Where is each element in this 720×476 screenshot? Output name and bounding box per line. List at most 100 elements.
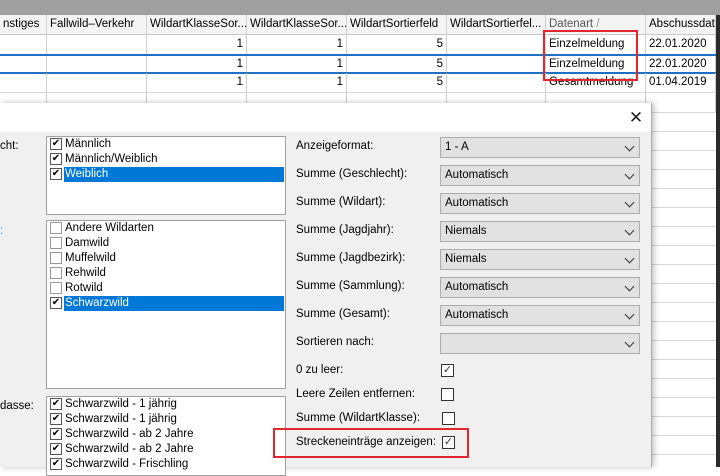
close-icon[interactable]: ✕ bbox=[628, 108, 644, 127]
checkbox-unchecked-icon[interactable] bbox=[50, 222, 62, 234]
combo-label: Summe (Sammlung): bbox=[296, 280, 405, 292]
chevron-down-icon bbox=[624, 197, 635, 208]
list-item[interactable]: ✔ Schwarzwild - ab 2 Jahre bbox=[50, 428, 194, 440]
combo-label: Summe (Jagdjahr): bbox=[296, 224, 394, 236]
list-item[interactable]: Damwild bbox=[47, 236, 285, 251]
combo-select[interactable]: Automatisch bbox=[440, 277, 640, 298]
combo-label: Summe (Gesamt): bbox=[296, 308, 390, 320]
label-wildart[interactable]: : bbox=[0, 225, 4, 237]
table-cell: 1 bbox=[247, 35, 347, 54]
grid-line bbox=[652, 226, 716, 227]
grid-line bbox=[652, 359, 716, 360]
chevron-down-icon bbox=[624, 337, 635, 348]
vertical-scrollbar[interactable] bbox=[716, 15, 720, 467]
combo-select[interactable]: Automatisch bbox=[440, 305, 640, 326]
grid-line bbox=[652, 454, 716, 455]
table-cell: 1 bbox=[147, 73, 247, 92]
combo-select[interactable]: Automatisch bbox=[440, 165, 640, 186]
grid-line bbox=[652, 397, 716, 398]
checkbox-checked-icon[interactable]: ✔ bbox=[50, 443, 62, 455]
combo-select[interactable] bbox=[440, 333, 640, 354]
chevron-down-icon bbox=[624, 253, 635, 264]
table-cell bbox=[47, 93, 147, 112]
checkbox-checked-icon[interactable]: ✔ bbox=[50, 398, 62, 410]
table-cell: 1 bbox=[247, 73, 347, 92]
dialog-title-bar: ✕ bbox=[0, 103, 651, 132]
checkbox-unchecked-icon[interactable] bbox=[50, 237, 62, 249]
checkbox-unchecked[interactable] bbox=[442, 412, 455, 425]
combo-select[interactable]: Niemals bbox=[440, 221, 640, 242]
grid-line bbox=[652, 340, 716, 341]
list-item[interactable]: Rotwild bbox=[47, 281, 285, 296]
column-header[interactable]: nstiges bbox=[0, 15, 47, 34]
checkbox-unchecked-icon[interactable] bbox=[50, 267, 62, 279]
grid-line bbox=[652, 321, 716, 322]
chevron-down-icon bbox=[624, 281, 635, 292]
grid-line bbox=[652, 207, 716, 208]
checkbox-unchecked-icon[interactable] bbox=[50, 252, 62, 264]
table-cell bbox=[347, 93, 447, 112]
table-cell bbox=[247, 93, 347, 112]
checkbox-label: Streckeneinträge anzeigen: bbox=[296, 436, 437, 448]
list-item[interactable]: ✔ Schwarzwild - 1 jährig bbox=[50, 398, 177, 410]
column-header[interactable]: WildartSortierfel... bbox=[447, 15, 546, 34]
grid-line bbox=[652, 169, 716, 170]
table-cell bbox=[0, 56, 47, 72]
grid-line bbox=[652, 283, 716, 284]
list-item[interactable]: Muffelwild bbox=[47, 251, 285, 266]
grid-line bbox=[652, 302, 716, 303]
chevron-down-icon bbox=[624, 309, 635, 320]
wildart-listbox[interactable]: Andere Wildarten Damwild Muffelwild Rehwild… bbox=[46, 220, 286, 389]
checkbox-checked[interactable]: ✓ bbox=[441, 364, 454, 377]
chevron-down-icon bbox=[624, 225, 635, 236]
list-item[interactable]: ✔ Weiblich bbox=[47, 167, 285, 182]
column-header[interactable]: WildartKlasseSor... bbox=[247, 15, 347, 34]
table-cell bbox=[447, 56, 546, 72]
combo-label: Summe (Geschlecht): bbox=[296, 168, 408, 180]
table-cell: Einzelmeldung bbox=[546, 35, 646, 54]
list-item[interactable]: ✔ Schwarzwild - 1 jährig bbox=[50, 413, 177, 425]
list-item[interactable]: ✔ Schwarzwild - Frischling bbox=[50, 458, 189, 470]
checkbox-checked-icon[interactable]: ✔ bbox=[50, 297, 62, 309]
table-cell bbox=[0, 35, 47, 54]
list-item[interactable]: ✔ Schwarzwild bbox=[47, 296, 285, 311]
combo-label: Sortieren nach: bbox=[296, 336, 374, 348]
table-cell: 5 bbox=[347, 35, 447, 54]
checkbox-checked-icon[interactable]: ✔ bbox=[50, 153, 62, 165]
checkbox-checked-icon[interactable]: ✔ bbox=[50, 138, 62, 150]
list-item[interactable]: ✔ Männlich bbox=[50, 138, 112, 150]
checkbox-checked[interactable]: ✓ bbox=[442, 436, 455, 449]
column-header[interactable]: WildartSortierfeld bbox=[347, 15, 447, 34]
list-item[interactable]: ✔ Männlich/Weiblich bbox=[50, 153, 158, 165]
grid-line bbox=[652, 435, 716, 436]
checkbox-unchecked[interactable] bbox=[441, 388, 454, 401]
grid-header-row: nstiges Fallwild–Verkehr WildartKlasseSor.… bbox=[0, 15, 716, 35]
checkbox-checked-icon[interactable]: ✔ bbox=[50, 168, 62, 180]
list-item[interactable]: Andere Wildarten bbox=[47, 221, 285, 236]
report-settings-dialog: ✕ cht: : dasse: ✔ Männlich ✔ Männlich/Weibl… bbox=[0, 103, 652, 476]
table-cell bbox=[646, 93, 716, 112]
chevron-down-icon bbox=[624, 141, 635, 152]
checkbox-label: 0 zu leer: bbox=[296, 364, 344, 376]
column-header[interactable]: Datenart / bbox=[546, 15, 646, 34]
checkbox-unchecked-icon[interactable] bbox=[50, 282, 62, 294]
column-header[interactable]: Abschussdatu bbox=[646, 15, 716, 34]
column-header[interactable]: Fallwild–Verkehr bbox=[47, 15, 147, 34]
annotation-highlight-datenart bbox=[543, 30, 638, 81]
checkbox-checked-icon[interactable]: ✔ bbox=[50, 458, 62, 470]
column-header[interactable]: WildartKlasseSor... bbox=[147, 15, 247, 34]
list-item[interactable]: ✔ Schwarzwild - ab 2 Jahre bbox=[50, 443, 194, 455]
grid-line bbox=[652, 245, 716, 246]
checkbox-checked-icon[interactable]: ✔ bbox=[50, 428, 62, 440]
combo-select[interactable]: Automatisch bbox=[440, 193, 640, 214]
combo-select[interactable]: Niemals bbox=[440, 249, 640, 270]
geschlecht-listbox[interactable]: ✔ Männlich ✔ Männlich/Weiblich ✔ Weiblich bbox=[46, 136, 286, 215]
table-cell: Einzelmeldung bbox=[546, 56, 646, 72]
top-bar bbox=[0, 0, 720, 15]
table-row[interactable]: 1 1 5 Einzelmeldung 22.01.2020 bbox=[0, 54, 716, 74]
list-item[interactable]: Rehwild bbox=[47, 266, 285, 281]
checkbox-checked-icon[interactable]: ✔ bbox=[50, 413, 62, 425]
wildartklasse-listbox[interactable]: ✔ Schwarzwild - 1 jährig ✔ Schwarzwild - 1 … bbox=[46, 396, 286, 476]
combo-select[interactable]: 1 - A bbox=[440, 137, 640, 158]
table-cell bbox=[47, 35, 147, 54]
